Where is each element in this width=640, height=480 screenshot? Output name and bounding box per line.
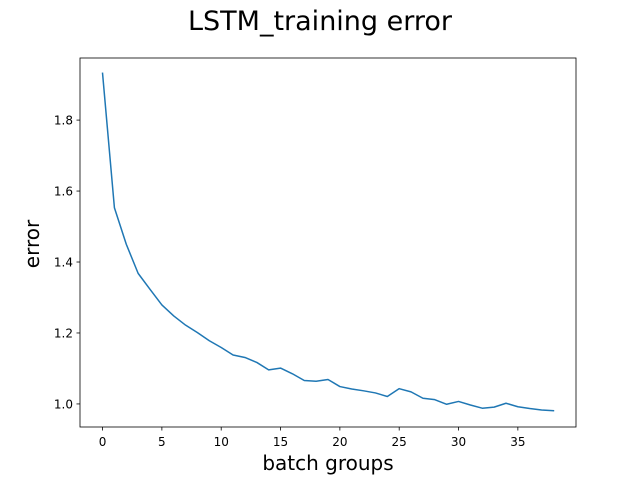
x-tick-label: 20 [332, 435, 347, 449]
x-tick-label: 0 [99, 435, 107, 449]
y-tick-label: 1.2 [54, 326, 73, 340]
x-tick-label: 25 [392, 435, 407, 449]
y-tick-label: 1.4 [54, 256, 73, 270]
x-tick-label: 10 [214, 435, 229, 449]
y-tick-label: 1.0 [54, 397, 73, 411]
x-tick-label: 5 [158, 435, 166, 449]
x-tick-label: 15 [273, 435, 288, 449]
x-tick-label: 35 [510, 435, 525, 449]
x-tick-label: 30 [451, 435, 466, 449]
y-tick-label: 1.6 [54, 185, 73, 199]
chart-title: LSTM_training error [187, 6, 452, 37]
y-axis-label: error [20, 219, 44, 269]
x-axis-label: batch groups [262, 451, 394, 475]
series-line [101, 72, 555, 412]
axes-frame [79, 57, 577, 428]
y-tick-label: 1.8 [54, 114, 73, 128]
